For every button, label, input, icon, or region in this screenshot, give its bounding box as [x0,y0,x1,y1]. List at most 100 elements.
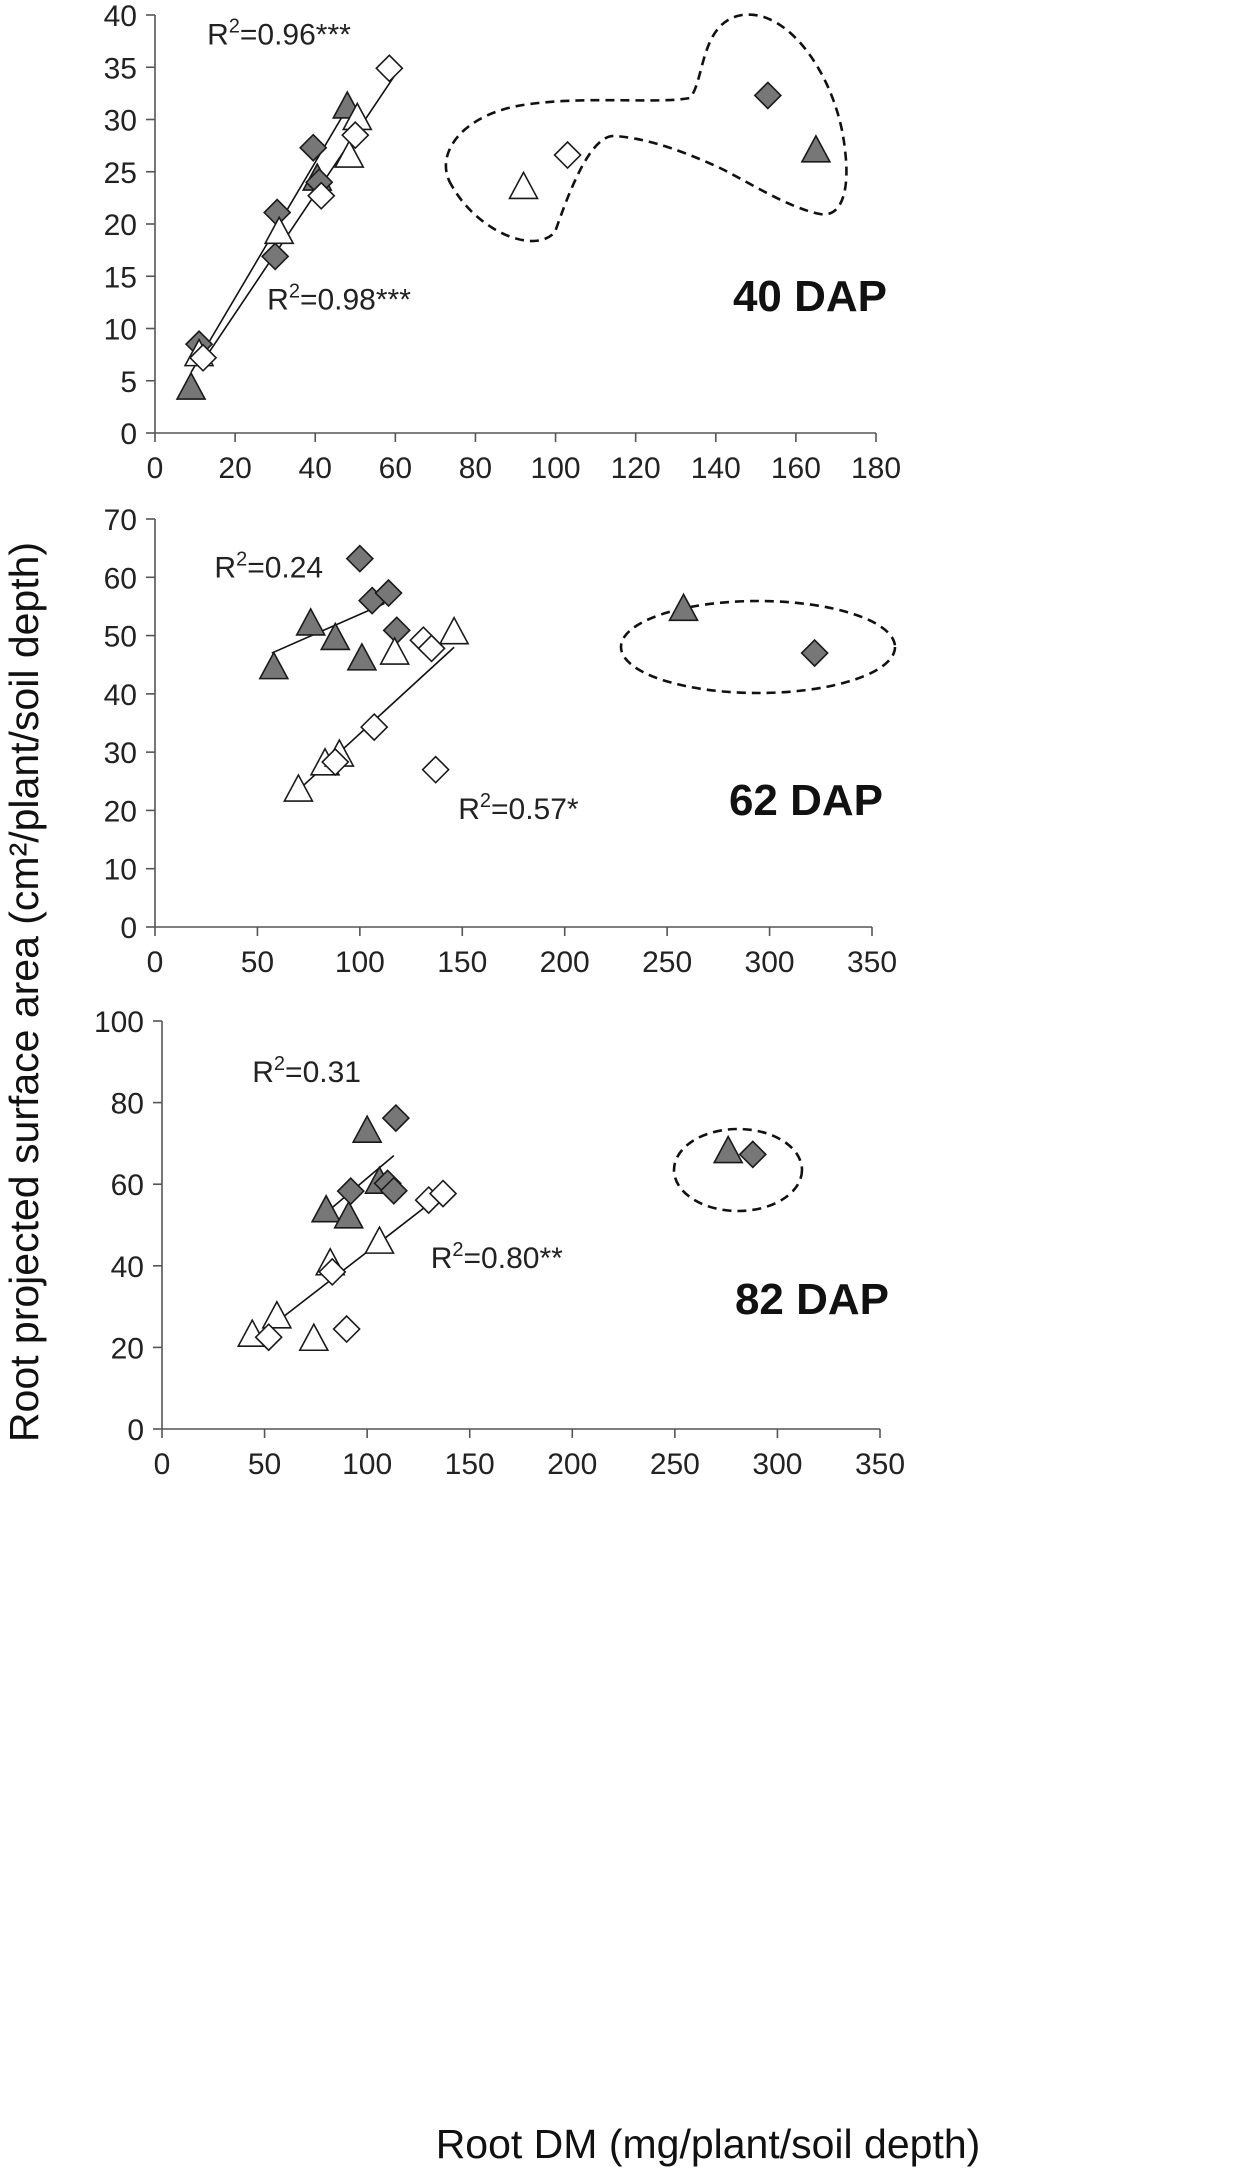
filled-diamond-point [336,1177,365,1206]
filled-diamond-point [381,1103,410,1133]
x-tick-label: 60 [379,452,412,485]
filled-diamond-point [374,578,403,608]
y-tick-label: 5 [120,366,137,399]
y-tick-label: 20 [104,209,137,242]
y-tick-label: 80 [111,1088,144,1121]
open-triangle-point [379,636,411,665]
filled-triangle-point [346,642,378,671]
open-triangle-point [298,1322,330,1352]
y-tick-label: 0 [120,418,137,451]
open-diamond-point [428,1179,458,1208]
open-diamond-point [321,747,350,777]
filled-diamond-point [753,81,782,110]
y-tick-label: 40 [104,679,137,712]
filled-triangle-point [175,371,207,400]
x-tick-label: 100 [335,946,385,979]
y-tick-label: 30 [104,737,137,770]
y-tick-label: 10 [104,314,137,347]
regression-line [271,602,385,654]
filled-triangle-point [258,650,290,680]
y-tick-label: 40 [111,1251,144,1284]
x-tick-label: 300 [745,946,795,979]
open-diamond-point [417,634,446,663]
x-tick-label: 250 [642,946,692,979]
filled-triangle-point [310,1194,342,1223]
panel-62-dap: 0 50 100 150 200 250 300 350 0 10 20 30 40 50 60 70 R2=0… [104,504,897,979]
y-tick-label: 20 [104,795,137,828]
y-tick-label: 10 [104,854,137,887]
open-diamond-point [360,712,389,742]
r-squared-label: R2=0.98*** [267,281,411,317]
y-tick-label: 0 [120,912,137,945]
filled-diamond-point [261,242,290,271]
open-triangle-point [333,139,365,168]
y-tick-label: 20 [111,1332,144,1365]
x-tick-label: 120 [611,452,661,485]
panel-label: 40 DAP [733,272,887,321]
outlier-outline [444,13,848,243]
open-triangle-point [438,615,470,645]
open-diamond-point [188,343,218,372]
panel-40-dap: 0 20 40 60 80 100 120 140 160 180 0 5 10 15 20 25 30 35 40… [104,0,901,485]
x-tick-label: 0 [154,1448,171,1481]
x-tick-label: 350 [847,946,897,979]
x-tick-label: 300 [752,1448,802,1481]
y-tick-label: 35 [104,52,137,85]
open-triangle-point [364,1225,395,1254]
x-tick-label: 20 [218,452,251,485]
open-diamond-point [553,140,582,170]
regression-line [325,1155,395,1214]
open-triangle-point [263,215,295,245]
filled-triangle-point [712,1134,744,1164]
open-diamond-point [421,755,450,784]
x-tick-label: 250 [650,1448,700,1481]
open-diamond-point [307,181,336,210]
x-tick-label: 350 [855,1448,905,1481]
open-triangle-point [283,773,314,802]
x-tick-label: 40 [299,452,332,485]
r-squared-label: R2=0.57* [458,790,579,826]
x-tick-label: 0 [147,452,164,485]
x-tick-label: 80 [459,452,492,485]
filled-triangle-point [319,621,351,651]
filled-diamond-point [382,616,411,645]
filled-diamond-point [738,1140,767,1169]
x-tick-label: 150 [437,946,487,979]
outlier-outline [672,1127,804,1213]
x-tick-label: 200 [540,946,590,979]
r-squared-label: R2=0.31 [252,1053,361,1089]
y-tick-label: 60 [111,1169,144,1202]
x-tick-label: 180 [851,452,901,485]
y-tick-label: 50 [104,621,137,654]
open-diamond-point [341,121,370,150]
open-diamond-point [375,54,404,83]
y-axis-title: Root projected surface area (cm²/plant/s… [1,542,47,1442]
y-tick-label: 70 [104,504,137,537]
y-tick-label: 60 [104,562,137,595]
filled-diamond-point [379,1176,408,1205]
y-tick-label: 15 [104,261,137,294]
x-tick-label: 100 [342,1448,392,1481]
panel-82-dap: 0 50 100 150 200 250 300 350 0 20 40 60 80 100 R2=0.31… [94,1006,905,1481]
x-axis-title: Root DM (mg/plant/soil depth) [436,2121,981,2167]
r-squared-label: R2=0.24 [214,548,323,584]
x-tick-label: 50 [248,1448,281,1481]
y-tick-label: 40 [104,0,137,33]
filled-triangle-point [800,134,832,163]
open-triangle-point [261,1300,293,1329]
x-tick-label: 140 [691,452,741,485]
r-squared-label: R2=0.80** [431,1239,563,1275]
y-tick-label: 0 [127,1414,144,1447]
x-tick-label: 160 [771,452,821,485]
y-tick-label: 30 [104,105,137,138]
open-diamond-point [332,1314,361,1344]
regression-line [255,1192,444,1339]
x-tick-label: 50 [241,946,274,979]
y-tick-label: 100 [94,1006,144,1039]
y-tick-label: 25 [104,157,137,190]
open-diamond-point [318,1257,347,1287]
x-tick-label: 150 [445,1448,495,1481]
r-squared-label: R2=0.96*** [207,15,351,51]
x-tick-label: 100 [531,452,581,485]
